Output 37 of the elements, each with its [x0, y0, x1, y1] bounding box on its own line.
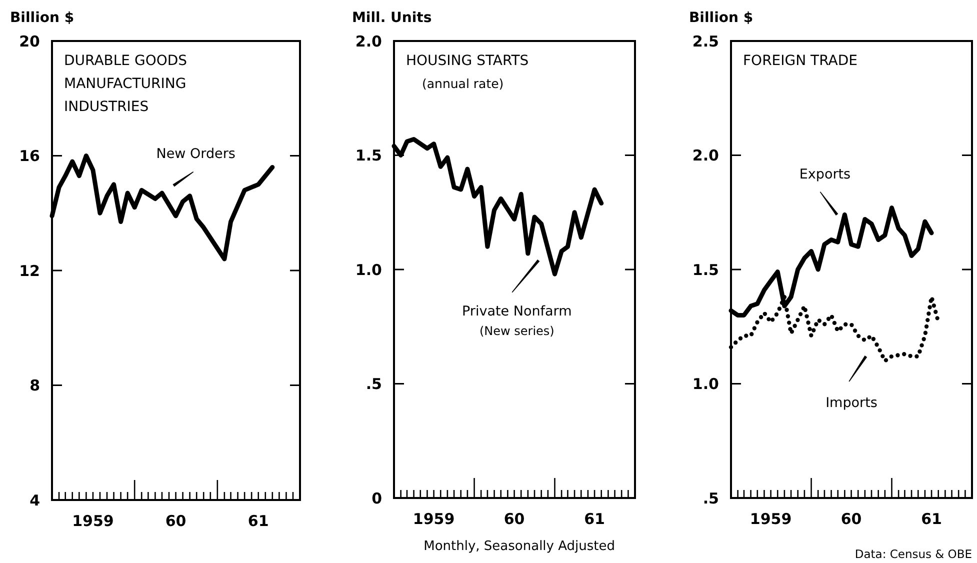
y-tick-label: 2.5	[692, 32, 719, 50]
y-tick-label: 4	[30, 491, 40, 510]
x-tick-label: 60	[840, 510, 862, 528]
text: DURABLE GOODS MANUFACTURING INDUSTRIES	[64, 53, 188, 115]
text: Private Nonfarm (New series)	[462, 303, 572, 338]
y-tick-label: 8	[30, 376, 40, 394]
y-tick-label: .5	[366, 375, 382, 393]
y-tick-label: 16	[19, 147, 40, 165]
x-tick-label: 60	[165, 512, 186, 530]
x-tick-label: 60	[504, 510, 525, 528]
y-tick-label: 1.0	[692, 375, 719, 393]
text: Data: Census & OBE	[854, 547, 972, 561]
x-tick-label: 1959	[750, 510, 792, 528]
y-tick-label: 1.5	[355, 146, 382, 164]
y-tick-label: 0	[372, 489, 382, 508]
y-tick-label: .5	[702, 489, 719, 508]
y-axis-title: Mill. Units	[352, 10, 432, 26]
x-tick-label: 1959	[412, 510, 455, 528]
y-tick-label: 1.5	[692, 260, 719, 279]
y-axis-title: Billion $	[689, 10, 754, 26]
x-tick-label: 61	[921, 510, 942, 528]
y-tick-label: 12	[19, 262, 40, 280]
legend-label: Imports	[826, 394, 878, 411]
text: HOUSING STARTS	[406, 53, 529, 69]
x-tick-label: 61	[584, 510, 605, 528]
x-tick-label: 1959	[72, 512, 114, 530]
y-tick-label: 20	[19, 32, 40, 50]
text: (annual rate)	[422, 76, 504, 91]
x-tick-label: 61	[248, 512, 269, 530]
text: FOREIGN TRADE	[743, 53, 858, 69]
text: New Orders	[156, 146, 236, 162]
y-tick-label: 2.0	[692, 146, 719, 164]
text: Monthly, Seasonally Adjusted	[424, 539, 616, 554]
y-tick-label: 2.0	[355, 32, 382, 50]
y-tick-label: 1.0	[355, 260, 382, 279]
y-axis-title: Billion $	[10, 10, 74, 26]
text: Exports	[799, 166, 851, 182]
